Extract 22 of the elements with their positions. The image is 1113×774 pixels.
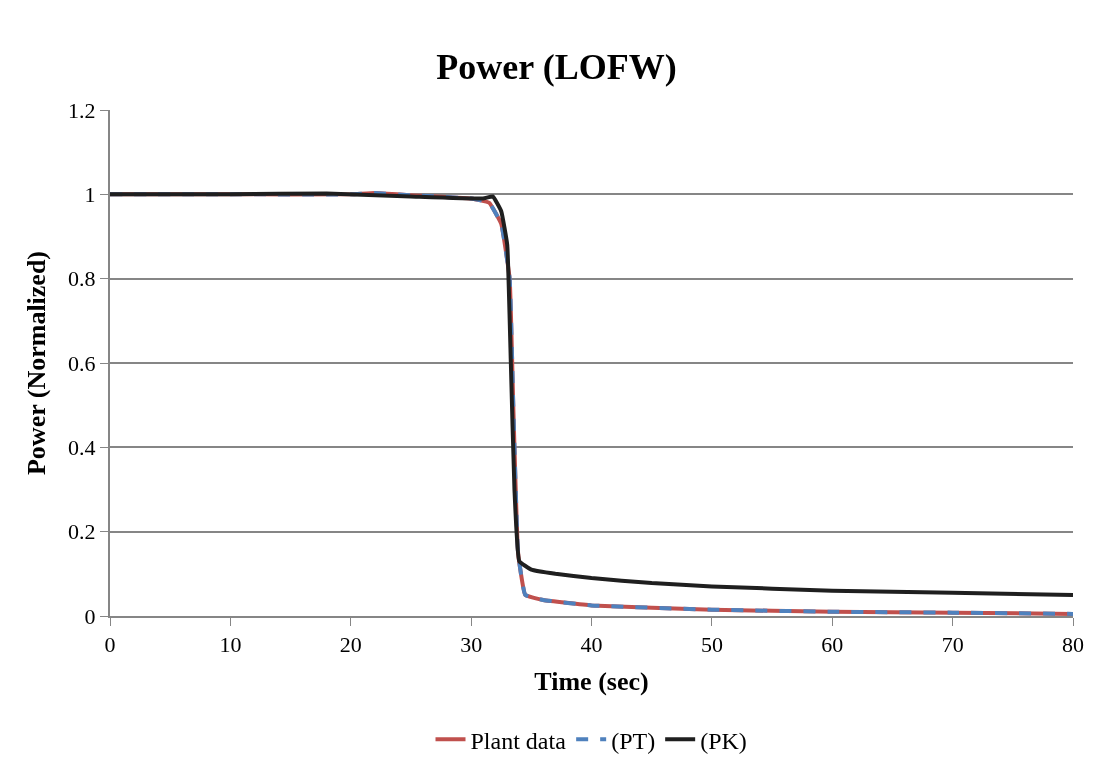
x-tick-label: 80 bbox=[1062, 632, 1084, 658]
x-tick-label: 50 bbox=[700, 632, 723, 658]
y-tick-label: 0.8 bbox=[68, 266, 96, 292]
x-tick-label: 0 bbox=[104, 632, 116, 658]
y-tick-label: 0.2 bbox=[68, 519, 96, 545]
y-tick-label: 1 bbox=[84, 182, 96, 208]
x-tick-label: 70 bbox=[941, 632, 964, 658]
x-axis-title: Time (sec) bbox=[534, 666, 649, 696]
y-axis-title: Power (Normalized) bbox=[22, 250, 51, 476]
x-tick-label: 40 bbox=[580, 632, 603, 658]
y-tick-label: 1.2 bbox=[68, 97, 96, 123]
legend-label: (PK) bbox=[700, 727, 747, 754]
legend-label: (PT) bbox=[611, 727, 656, 754]
y-tick-label: 0.4 bbox=[68, 435, 96, 461]
x-tick-label: 10 bbox=[219, 632, 242, 658]
x-tick-label: 20 bbox=[339, 632, 362, 658]
y-tick-label: 0.6 bbox=[68, 350, 96, 376]
x-tick-label: 60 bbox=[821, 632, 844, 658]
x-tick-label: 30 bbox=[460, 632, 483, 658]
y-tick-label: 0 bbox=[84, 603, 96, 629]
chart-title: Power (LOFW) bbox=[436, 47, 677, 88]
legend-label: Plant data bbox=[470, 727, 567, 754]
